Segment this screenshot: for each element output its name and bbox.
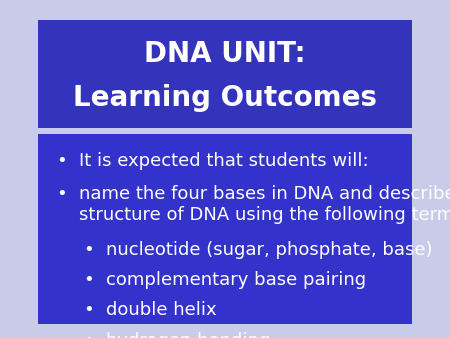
Text: nucleotide (sugar, phosphate, base): nucleotide (sugar, phosphate, base): [106, 241, 432, 259]
Text: •: •: [56, 152, 67, 170]
Bar: [38, 20, 412, 128]
Text: DNA UNIT:: DNA UNIT:: [144, 40, 306, 68]
Text: complementary base pairing: complementary base pairing: [106, 271, 366, 289]
Text: •: •: [83, 271, 94, 289]
Text: Learning Outcomes: Learning Outcomes: [73, 84, 377, 112]
Text: name the four bases in DNA and describe the
structure of DNA using the following: name the four bases in DNA and describe …: [79, 185, 450, 224]
Text: •: •: [83, 332, 94, 338]
Text: It is expected that students will:: It is expected that students will:: [79, 152, 369, 170]
Text: hydrogen bonding: hydrogen bonding: [106, 332, 270, 338]
Text: •: •: [56, 185, 67, 203]
Text: •: •: [83, 301, 94, 319]
Text: double helix: double helix: [106, 301, 216, 319]
Text: •: •: [83, 241, 94, 259]
Bar: [38, 134, 412, 324]
